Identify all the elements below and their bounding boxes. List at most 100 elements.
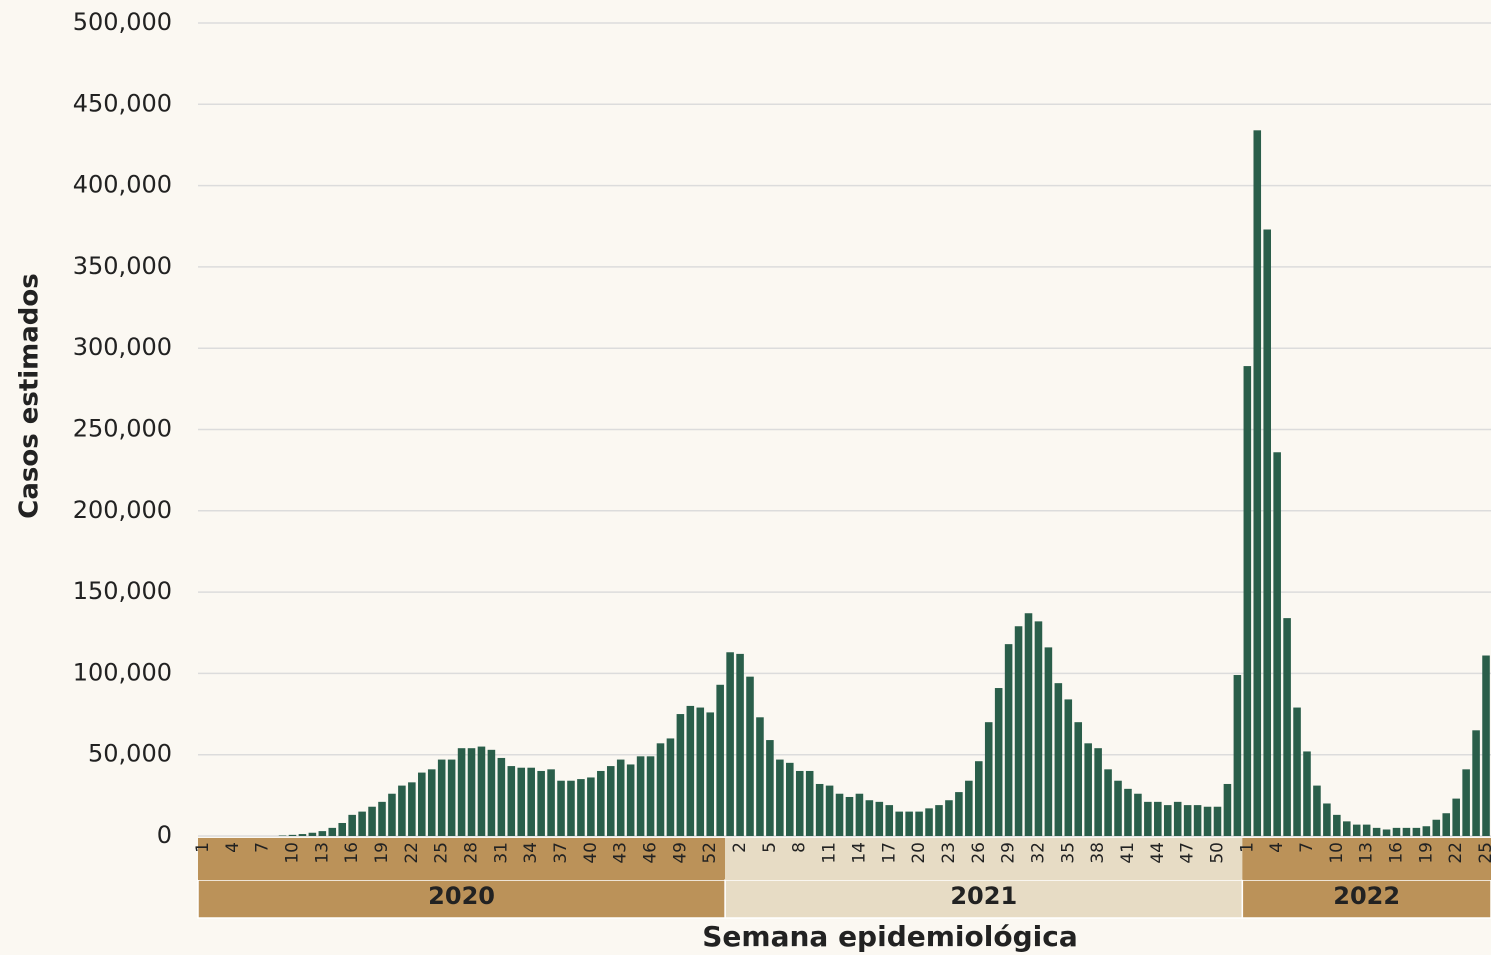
x-tick-label: 13 [1357, 842, 1377, 864]
bar [1184, 805, 1192, 836]
bar [1433, 820, 1441, 836]
bar [1074, 722, 1082, 836]
x-tick-label: 47 [1178, 842, 1198, 864]
bar [826, 786, 834, 836]
bar [1452, 799, 1460, 836]
bar [1383, 829, 1391, 836]
bar [517, 768, 525, 836]
y-tick-label: 0 [157, 821, 172, 849]
x-tick-label: 14 [849, 842, 869, 864]
bar [587, 777, 595, 836]
bar [1124, 789, 1132, 836]
bar [1273, 452, 1281, 836]
bar [378, 802, 386, 836]
y-tick-label: 500,000 [73, 8, 172, 36]
bar [1005, 644, 1013, 836]
x-tick-label: 4 [223, 842, 243, 853]
x-tick-label: 23 [939, 842, 959, 864]
x-tick-label: 16 [1387, 842, 1407, 864]
bar [438, 760, 446, 836]
bar [328, 828, 336, 836]
bar [876, 802, 884, 836]
x-tick-label: 50 [1207, 842, 1227, 864]
x-tick-label: 1 [1237, 842, 1257, 853]
bar [1025, 613, 1033, 836]
bar [1234, 675, 1242, 836]
bar [637, 756, 645, 836]
bar [1313, 786, 1321, 836]
bar [388, 794, 396, 836]
bar [667, 738, 675, 836]
x-tick-label: 10 [1327, 842, 1347, 864]
bar [508, 766, 516, 836]
bar [358, 812, 366, 836]
bar [1144, 802, 1152, 836]
bar [597, 771, 605, 836]
bar [647, 756, 655, 836]
x-tick-label: 38 [1088, 842, 1108, 864]
bar [955, 792, 963, 836]
bar [368, 807, 376, 836]
bar [1413, 828, 1421, 836]
x-tick-label: 44 [1148, 842, 1168, 864]
bar [1283, 618, 1291, 836]
bar [706, 712, 714, 836]
y-tick-label: 150,000 [73, 577, 172, 605]
bar [786, 763, 794, 836]
x-tick-label: 26 [969, 842, 989, 864]
bar [905, 812, 913, 836]
bar [1094, 748, 1102, 836]
bar [1204, 807, 1212, 836]
bar [1174, 802, 1182, 836]
x-tick-label: 11 [820, 842, 840, 864]
bar [985, 722, 993, 836]
x-tick-label: 7 [253, 842, 273, 853]
bar [766, 740, 774, 836]
bar [1403, 828, 1411, 836]
year-label: 2021 [950, 882, 1017, 910]
x-tick-label: 2 [730, 842, 750, 853]
bar [697, 708, 705, 836]
bar [418, 773, 426, 836]
bar [557, 781, 565, 836]
year-label: 2022 [1333, 882, 1400, 910]
bar [498, 758, 506, 836]
bar [677, 714, 685, 836]
x-tick-label: 40 [581, 842, 601, 864]
x-tick-label: 34 [521, 842, 541, 864]
bar [816, 784, 824, 836]
x-tick-label: 19 [1416, 842, 1436, 864]
x-tick-label: 7 [1297, 842, 1317, 853]
bar [806, 771, 814, 836]
bar [547, 769, 555, 836]
bar [1373, 828, 1381, 836]
bar [1055, 683, 1063, 836]
bar [488, 750, 496, 836]
bar [1194, 805, 1202, 836]
bar [1293, 708, 1301, 836]
y-tick-label: 50,000 [88, 740, 172, 768]
y-tick-label: 400,000 [73, 171, 172, 199]
bar [1303, 751, 1311, 836]
bar [726, 652, 734, 836]
bar [776, 760, 784, 836]
bar [836, 794, 844, 836]
bar [1263, 230, 1271, 836]
y-tick-label: 200,000 [73, 496, 172, 524]
bar [885, 805, 893, 836]
bar [458, 748, 466, 836]
y-tick-label: 100,000 [73, 658, 172, 686]
bar [567, 781, 575, 836]
bar [1114, 781, 1122, 836]
bar [1333, 815, 1341, 836]
x-tick-label: 17 [879, 842, 899, 864]
bar [1244, 366, 1252, 836]
bar [338, 823, 346, 836]
bar [478, 747, 486, 836]
bar [935, 805, 943, 836]
bar [1253, 130, 1261, 836]
bar [1104, 769, 1112, 836]
x-tick-label: 46 [641, 842, 661, 864]
bar [617, 760, 625, 836]
bar [746, 677, 754, 836]
